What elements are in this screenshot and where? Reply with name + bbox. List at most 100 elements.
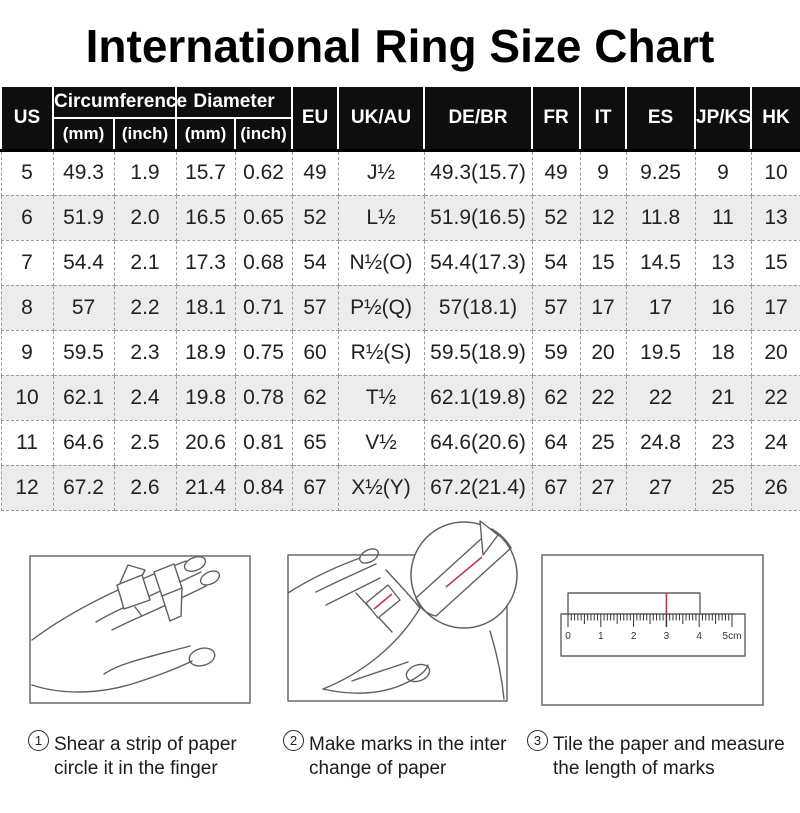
table-cell: P½(Q) [337, 284, 425, 331]
col-header-circumference: Circumference [52, 85, 187, 119]
table-cell: 19.5 [625, 329, 696, 376]
step-3-line2: the length of marks [553, 757, 715, 779]
table-cell: 59.5 [52, 329, 115, 376]
step-1-line2: circle it in the finger [54, 757, 218, 779]
step-3: 3 Tile the paper and measure the length … [527, 729, 785, 781]
table-cell: 12 [579, 194, 627, 241]
table-cell: 1.9 [113, 148, 177, 196]
table-cell: 26 [750, 464, 800, 511]
step-1-text: Shear a strip of paper circle it in the … [54, 733, 237, 781]
table-cell: 15.7 [175, 148, 236, 196]
table-cell: 17 [625, 284, 696, 331]
col-header-circumference-inch: (inch) [113, 117, 177, 151]
table-cell: 21 [694, 374, 752, 421]
table-cell: 54.4(17.3) [423, 239, 533, 286]
table-cell: 0.68 [234, 239, 293, 286]
table-cell: 64.6 [52, 419, 115, 466]
table-cell: 0.65 [234, 194, 293, 241]
ruler-label: 2 [631, 631, 637, 642]
ruler-label: 3 [664, 631, 670, 642]
table-cell: 67.2(21.4) [423, 464, 533, 511]
table-cell: 19.8 [175, 374, 236, 421]
table-cell: 65 [291, 419, 339, 466]
table-cell: 10 [750, 148, 800, 196]
table-cell: 49 [291, 148, 339, 196]
table-row: 11 64.6 2.5 20.6 0.81 65 V½ 64.6(20.6) 64 25 24.8 2… [0, 419, 800, 466]
table-cell: 54.4 [52, 239, 115, 286]
table-cell: 17.3 [175, 239, 236, 286]
step-3-number: 3 [527, 729, 548, 751]
table-cell: 22 [750, 374, 800, 421]
table-cell: 27 [579, 464, 627, 511]
ring-size-table: US Circumference Diameter EU UK/AU DE/BR… [0, 85, 800, 511]
table-cell: 24 [750, 419, 800, 466]
table-cell: 5 [0, 148, 54, 196]
table-cell: 12 [0, 464, 54, 511]
mark-line-zoomed [445, 555, 483, 588]
table-cell: 62.1 [52, 374, 115, 421]
table-cell: 13 [750, 194, 800, 241]
step-3-line1: Tile the paper and measure [553, 733, 785, 755]
table-cell: 9 [694, 148, 752, 196]
table-row: 8 57 2.2 18.1 0.71 57 P½(Q) 57(18.1) 57 17 17 16 17 [0, 284, 800, 331]
table-cell: 60 [291, 329, 339, 376]
ruler-label: 5cm [723, 631, 742, 642]
table-cell: 7 [0, 239, 54, 286]
col-header-it: IT [579, 85, 628, 151]
col-header-jp-ks: JP/KS [694, 85, 753, 151]
col-header-diameter: Diameter [174, 85, 294, 119]
paper-strip [116, 562, 183, 622]
step-2: 2 Make marks in the inter change of pape… [283, 729, 506, 781]
table-cell: 25 [579, 419, 627, 466]
col-header-diameter-inch: (inch) [233, 117, 294, 151]
hand-magnifier-illustration [287, 519, 518, 702]
table-cell: 9.25 [625, 148, 696, 196]
table-cell: 49.3 [52, 148, 115, 196]
table-cell: 21.4 [175, 464, 236, 511]
col-header-de-br: DE/BR [423, 85, 534, 151]
table-cell: 52 [291, 194, 339, 241]
table-cell: 16.5 [175, 194, 236, 241]
table-cell: 0.84 [234, 464, 293, 511]
ruler-ticks: 0 1 2 3 4 5cm [565, 613, 742, 642]
table-cell: 62 [291, 374, 339, 421]
ruler-label: 1 [598, 631, 604, 642]
paper-band-on-finger [365, 583, 401, 619]
table-cell: 11 [694, 194, 752, 241]
table-cell: 9 [579, 148, 627, 196]
table-cell: 51.9(16.5) [423, 194, 533, 241]
table-cell: T½ [337, 374, 425, 421]
hand-paper-strip-illustration [29, 554, 251, 704]
step-2-text: Make marks in the inter change of paper [309, 733, 506, 781]
table-row: 9 59.5 2.3 18.9 0.75 60 R½(S) 59.5(18.9) 59 20 19.… [0, 329, 800, 376]
table-cell: 67.2 [52, 464, 115, 511]
table-cell: 2.1 [113, 239, 177, 286]
table-cell: 15 [750, 239, 800, 286]
ruler-label: 4 [696, 631, 702, 642]
ruler-label: 0 [565, 631, 571, 642]
table-cell: 9 [0, 329, 54, 376]
step-3-text: Tile the paper and measure the length of… [553, 733, 785, 781]
step-2-line1: Make marks in the inter [309, 733, 507, 755]
table-cell: 0.62 [234, 148, 293, 196]
table-row: 10 62.1 2.4 19.8 0.78 62 T½ 62.1(19.8) 62 22 22 21 2… [0, 374, 800, 421]
table-cell: N½(O) [337, 239, 425, 286]
table-cell: 57(18.1) [423, 284, 533, 331]
table-cell: 8 [0, 284, 54, 331]
table-row: 5 49.3 1.9 15.7 0.62 49 J½ 49.3(15.7) 49 9 9.25 9 10 [0, 148, 800, 196]
table-cell: 2.6 [113, 464, 177, 511]
step-1-number: 1 [28, 729, 49, 751]
figure-frame [29, 554, 251, 704]
table-cell: 57 [52, 284, 115, 331]
table-cell: 16 [694, 284, 752, 331]
table-cell: 17 [750, 284, 800, 331]
table-cell: L½ [337, 194, 425, 241]
col-header-fr: FR [531, 85, 582, 151]
table-row: 6 51.9 2.0 16.5 0.65 52 L½ 51.9(16.5) 52 12 11.8 11… [0, 194, 800, 241]
table-cell: 51.9 [52, 194, 115, 241]
table-cell: 18.1 [175, 284, 236, 331]
table-row: 12 67.2 2.6 21.4 0.84 67 X½(Y) 67.2(21.4) 67 27 27… [0, 464, 800, 511]
mark-line [373, 592, 393, 610]
step-2-number: 2 [283, 729, 304, 751]
step-2-line2: change of paper [309, 757, 447, 779]
